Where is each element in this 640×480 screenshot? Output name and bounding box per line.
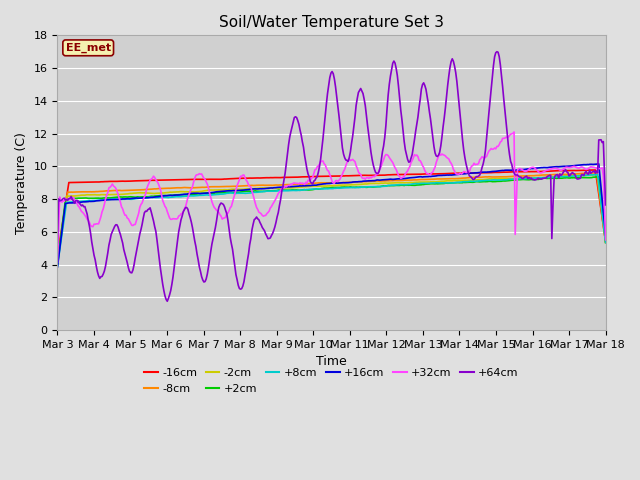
-8cm <box>54 258 61 264</box>
Title: Soil/Water Temperature Set 3: Soil/Water Temperature Set 3 <box>219 15 444 30</box>
+2cm <box>602 239 609 245</box>
Line: +64cm: +64cm <box>58 52 605 301</box>
+8cm <box>602 240 609 246</box>
-8cm <box>285 182 292 188</box>
+64cm <box>225 226 233 232</box>
Line: -16cm: -16cm <box>58 170 605 256</box>
-8cm <box>224 184 232 190</box>
+2cm <box>224 190 232 195</box>
Line: -8cm: -8cm <box>58 173 605 261</box>
-16cm <box>456 170 464 176</box>
+32cm <box>456 170 464 176</box>
+32cm <box>602 237 609 243</box>
+8cm <box>285 188 292 193</box>
-2cm <box>602 240 609 246</box>
+16cm <box>54 264 61 270</box>
+16cm <box>552 164 559 170</box>
+2cm <box>360 184 368 190</box>
-2cm <box>285 185 292 191</box>
-8cm <box>552 172 559 178</box>
Line: +16cm: +16cm <box>58 164 605 267</box>
+16cm <box>456 171 464 177</box>
+64cm <box>163 299 171 304</box>
Y-axis label: Temperature (C): Temperature (C) <box>15 132 28 234</box>
+64cm <box>362 103 369 108</box>
-16cm <box>285 174 292 180</box>
+64cm <box>554 172 561 178</box>
Line: +32cm: +32cm <box>58 132 605 262</box>
-2cm <box>456 178 464 183</box>
+64cm <box>458 125 465 131</box>
-16cm <box>54 253 61 259</box>
+64cm <box>286 134 294 140</box>
+16cm <box>602 232 609 238</box>
-2cm <box>387 180 394 186</box>
+16cm <box>224 188 232 193</box>
+2cm <box>552 175 559 181</box>
-16cm <box>360 172 368 178</box>
+8cm <box>54 264 61 269</box>
-8cm <box>456 176 464 181</box>
+8cm <box>552 174 559 180</box>
+32cm <box>510 129 518 135</box>
+32cm <box>552 166 560 171</box>
+16cm <box>360 178 368 184</box>
+64cm <box>54 240 61 246</box>
+32cm <box>224 210 232 216</box>
+32cm <box>360 175 368 181</box>
-16cm <box>387 172 394 178</box>
Line: +8cm: +8cm <box>58 175 605 266</box>
-16cm <box>224 176 232 182</box>
+8cm <box>594 172 602 178</box>
+8cm <box>360 184 368 190</box>
+16cm <box>595 161 603 167</box>
+2cm <box>54 263 61 268</box>
-2cm <box>591 172 599 178</box>
+2cm <box>456 180 464 186</box>
+32cm <box>387 156 394 162</box>
-16cm <box>602 239 609 245</box>
+32cm <box>54 259 61 265</box>
+64cm <box>602 202 609 208</box>
+8cm <box>224 191 232 196</box>
+2cm <box>387 183 394 189</box>
+32cm <box>285 182 292 188</box>
-2cm <box>54 260 61 266</box>
+64cm <box>388 67 396 72</box>
-16cm <box>590 167 598 173</box>
-8cm <box>360 179 368 185</box>
-8cm <box>387 178 394 183</box>
Line: -2cm: -2cm <box>58 175 605 263</box>
+16cm <box>285 184 292 190</box>
Legend: -16cm, -8cm, -2cm, +2cm, +8cm, +16cm, +32cm, +64cm: -16cm, -8cm, -2cm, +2cm, +8cm, +16cm, +3… <box>140 364 524 398</box>
+64cm <box>493 49 500 55</box>
X-axis label: Time: Time <box>316 355 347 369</box>
-2cm <box>360 181 368 187</box>
-2cm <box>224 187 232 193</box>
-8cm <box>602 240 609 246</box>
+16cm <box>387 176 394 182</box>
Line: +2cm: +2cm <box>58 177 605 265</box>
+2cm <box>595 174 603 180</box>
-8cm <box>591 170 599 176</box>
-16cm <box>552 168 559 174</box>
-2cm <box>552 174 559 180</box>
Text: EE_met: EE_met <box>66 43 111 53</box>
+8cm <box>387 182 394 188</box>
+8cm <box>456 179 464 185</box>
+2cm <box>285 187 292 193</box>
